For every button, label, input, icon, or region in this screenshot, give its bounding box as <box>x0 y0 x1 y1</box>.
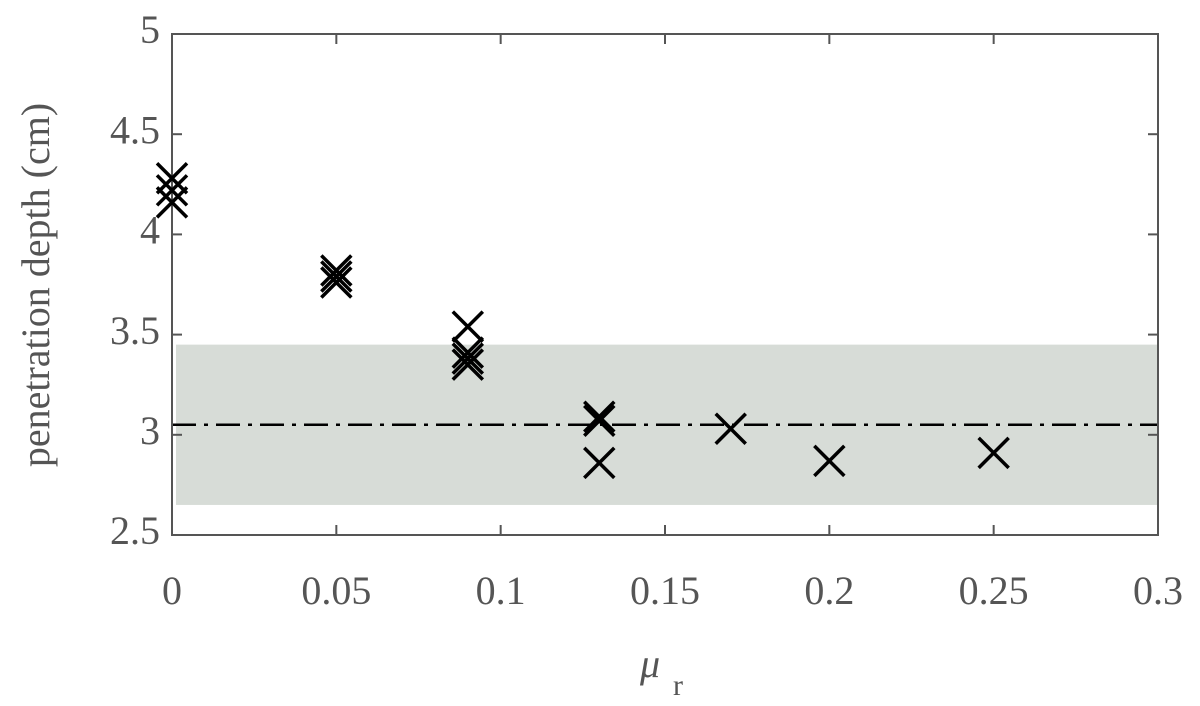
data-point <box>320 260 353 293</box>
data-point <box>977 436 1010 470</box>
data-point <box>583 404 616 438</box>
y-tick-label: 4.5 <box>110 107 160 152</box>
x-tick-label: 0.05 <box>301 568 371 613</box>
data-point <box>320 254 353 287</box>
data-point <box>451 310 485 343</box>
x-tick-label: 0.2 <box>804 568 854 613</box>
data-point <box>451 342 485 375</box>
data-point <box>583 400 616 434</box>
x-tick-label: 0.25 <box>959 568 1029 613</box>
data-point <box>451 348 485 381</box>
y-tick-label: 5 <box>140 7 160 52</box>
y-tick-label: 4 <box>140 208 160 253</box>
y-axis-label: penetration depth (cm) <box>13 103 58 467</box>
y-tick-label: 2.5 <box>110 508 160 553</box>
data-point <box>583 446 616 480</box>
data-point <box>813 444 846 478</box>
data-point <box>714 412 747 446</box>
y-tick-label: 3 <box>140 408 160 453</box>
x-axis-label-subscript: r <box>673 669 683 702</box>
x-tick-label: 0.1 <box>476 568 526 613</box>
data-point <box>451 336 485 369</box>
data-point <box>320 266 353 299</box>
x-tick-label: 0 <box>162 568 182 613</box>
x-tick-label: 0.15 <box>630 568 700 613</box>
data-point <box>155 186 189 219</box>
x-axis-label: μ <box>639 641 660 686</box>
data-point <box>155 174 189 207</box>
data-point <box>155 162 189 195</box>
y-tick-label: 3.5 <box>110 308 160 353</box>
x-tick-label: 0.3 <box>1133 568 1183 613</box>
